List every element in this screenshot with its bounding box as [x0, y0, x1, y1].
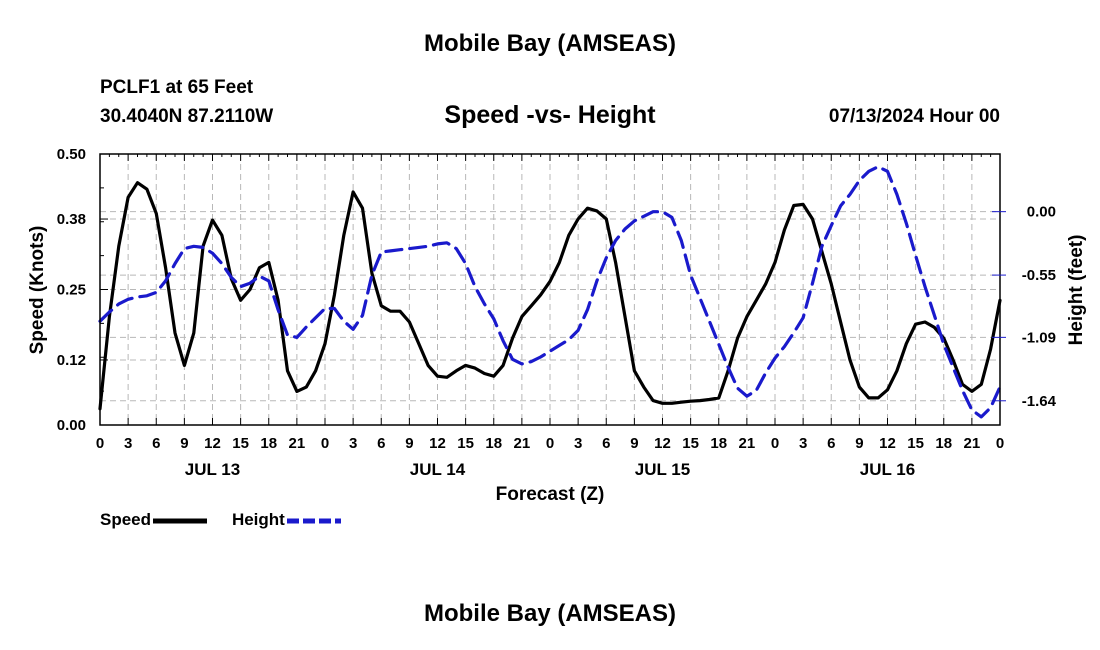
x-tick-label: 0	[321, 435, 329, 452]
legend: Speed Height	[100, 510, 343, 530]
station-coords: 30.4040N 87.2110W	[100, 106, 274, 127]
axis-ticks	[99, 153, 1006, 426]
height-series-line	[98, 165, 1002, 419]
x-tick-label: 18	[260, 435, 277, 452]
x-tick-label: 12	[879, 435, 896, 452]
y-left-tick-label: 0.50	[57, 146, 86, 163]
x-tick-label: 15	[907, 435, 924, 452]
x-tick-label: 9	[855, 435, 863, 452]
x-tick-label: 18	[485, 435, 502, 452]
legend-speed-swatch	[153, 518, 208, 524]
x-tick-label: 9	[180, 435, 188, 452]
y-left-tick-label: 0.12	[57, 352, 86, 369]
x-tick-label: 3	[574, 435, 582, 452]
day-label: JUL 13	[185, 460, 240, 479]
legend-height-label: Height	[231, 510, 285, 529]
footer-title: Mobile Bay (AMSEAS)	[423, 600, 677, 627]
y-right-tick-label: -1.09	[1022, 329, 1056, 346]
x-tick-label: 12	[654, 435, 671, 452]
axis-labels: 0 3 6 9 12 15 18 21 0 3 6 9 12 15 18 21 0 3 6 9 12 15 18 21 0 3 6 9…	[57, 146, 1057, 479]
y-axis-right-title: Height (feet)	[1066, 235, 1087, 346]
x-axis-title: Forecast (Z)	[496, 484, 605, 505]
station-label: PCLF1 at 65 Feet	[100, 77, 254, 98]
x-tick-label: 18	[935, 435, 952, 452]
x-tick-label: 21	[739, 435, 756, 452]
chart-subtitle: Speed -vs- Height	[444, 101, 656, 129]
x-tick-label: 15	[682, 435, 699, 452]
x-tick-label: 3	[799, 435, 807, 452]
day-label: JUL 16	[860, 460, 915, 479]
x-tick-label: 0	[996, 435, 1004, 452]
series-lines	[98, 165, 1002, 419]
forecast-time: 07/13/2024 Hour 00	[828, 106, 1000, 127]
x-tick-label: 6	[602, 435, 610, 452]
x-tick-label: 3	[349, 435, 357, 452]
day-label: JUL 14	[410, 460, 466, 479]
legend-height-swatch	[286, 518, 341, 524]
y-left-tick-label: 0.38	[57, 211, 86, 228]
x-tick-label: 6	[152, 435, 160, 452]
y-left-tick-label: 0.25	[57, 282, 86, 299]
x-tick-label: 12	[429, 435, 446, 452]
x-tick-label: 3	[124, 435, 132, 452]
x-tick-label: 9	[405, 435, 413, 452]
x-tick-label: 0	[771, 435, 779, 452]
x-tick-label: 0	[96, 435, 104, 452]
x-tick-label: 9	[630, 435, 638, 452]
x-tick-label: 15	[457, 435, 474, 452]
legend-speed-label: Speed	[100, 510, 152, 529]
y-right-tick-label: -1.64	[1022, 393, 1057, 410]
y-left-tick-label: 0.00	[57, 417, 86, 434]
x-tick-label: 6	[827, 435, 835, 452]
y-right-tick-label: -0.55	[1022, 267, 1056, 284]
x-tick-label: 15	[232, 435, 249, 452]
x-tick-label: 18	[710, 435, 727, 452]
x-tick-label: 21	[964, 435, 981, 452]
x-tick-label: 0	[546, 435, 554, 452]
x-tick-label: 12	[204, 435, 221, 452]
y-right-tick-label: 0.00	[1027, 204, 1056, 221]
x-tick-label: 6	[377, 435, 385, 452]
day-label: JUL 15	[635, 460, 690, 479]
chart-title: Mobile Bay (AMSEAS)	[423, 30, 677, 57]
x-tick-label: 21	[289, 435, 306, 452]
x-tick-label: 21	[514, 435, 531, 452]
speed-series-line	[98, 181, 1002, 411]
y-axis-left-title: Speed (Knots)	[27, 226, 48, 355]
